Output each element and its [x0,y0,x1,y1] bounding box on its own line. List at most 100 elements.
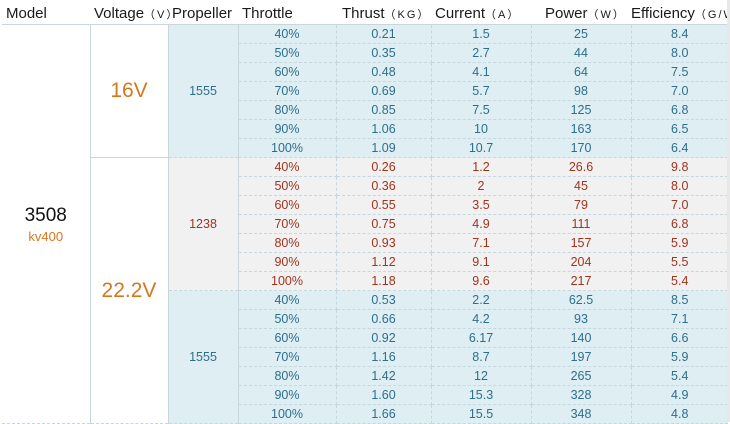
thrust-cell: 0.66 [336,309,432,329]
current-cell: 4.2 [431,309,532,329]
efficiency-cell: 8.0 [631,43,728,63]
header-thrust: Thrust（KG） [336,2,431,25]
efficiency-cell: 8.0 [631,176,728,196]
throttle-cell: 60% [238,195,337,215]
efficiency-cell: 7.0 [631,81,728,101]
thrust-cell: 1.60 [336,385,432,405]
current-cell: 3.5 [431,195,532,215]
thrust-cell: 1.09 [336,138,432,158]
throttle-cell: 60% [238,328,337,348]
throttle-cell: 100% [238,271,337,291]
current-cell: 4.9 [431,214,532,234]
efficiency-cell: 7.5 [631,62,728,82]
power-cell: 64 [531,62,632,82]
current-cell: 9.6 [431,271,532,291]
table-row: 70% 0.69 5.7 98 7.0 [2,81,728,101]
thrust-cell: 0.69 [336,81,432,101]
throttle-cell: 90% [238,385,337,405]
table-row: 70% 0.75 4.9 111 6.8 [2,214,728,234]
header-current: Current（A） [431,2,531,25]
model-name: 3508 [24,204,67,226]
throttle-cell: 90% [238,252,337,272]
header-efficiency: Efficiency（G/W） [631,2,730,25]
table-row: 100% 1.18 9.6 217 5.4 [2,271,728,291]
table-row: 80% 0.85 7.5 125 6.8 [2,100,728,120]
power-cell: 163 [531,119,632,139]
current-cell: 15.3 [431,385,532,405]
table-row: 60% 0.55 3.5 79 7.0 [2,195,728,215]
throttle-cell: 60% [238,62,337,82]
table-row: 100% 1.09 10.7 170 6.4 [2,138,728,158]
efficiency-cell: 8.5 [631,290,728,310]
current-cell: 2.7 [431,43,532,63]
current-cell: 8.7 [431,347,532,367]
power-cell: 62.5 [531,290,632,310]
scrollbar-edge [727,0,730,422]
power-cell: 45 [531,176,632,196]
efficiency-cell: 4.9 [631,385,728,405]
efficiency-cell: 5.4 [631,271,728,291]
propeller-cell: 1238 [168,157,239,291]
thrust-cell: 1.16 [336,347,432,367]
header-voltage: Voltage（V） [90,2,177,25]
efficiency-cell: 6.6 [631,328,728,348]
power-cell: 125 [531,100,632,120]
thrust-cell: 0.21 [336,24,432,44]
current-cell: 1.2 [431,157,532,177]
efficiency-cell: 4.8 [631,404,728,424]
throttle-cell: 80% [238,233,337,253]
efficiency-cell: 9.8 [631,157,728,177]
efficiency-cell: 6.8 [631,100,728,120]
throttle-cell: 80% [238,100,337,120]
thrust-cell: 0.26 [336,157,432,177]
current-cell: 9.1 [431,252,532,272]
thrust-cell: 1.06 [336,119,432,139]
thrust-cell: 0.75 [336,214,432,234]
throttle-cell: 70% [238,81,337,101]
thrust-cell: 1.66 [336,404,432,424]
throttle-cell: 80% [238,366,337,386]
table-row: 50% 0.35 2.7 44 8.0 [2,43,728,63]
power-cell: 348 [531,404,632,424]
model-cell: 3508 kv400 [2,24,91,424]
table-row: 80% 0.93 7.1 157 5.9 [2,233,728,253]
power-cell: 157 [531,233,632,253]
current-cell: 6.17 [431,328,532,348]
power-cell: 98 [531,81,632,101]
efficiency-cell: 6.5 [631,119,728,139]
throttle-cell: 100% [238,404,337,424]
efficiency-cell: 5.9 [631,233,728,253]
power-cell: 328 [531,385,632,405]
throttle-cell: 90% [238,119,337,139]
power-cell: 265 [531,366,632,386]
table-body: 3508 kv400 16V 1555 40% 0.21 1.5 25 8.4 50% 0.35 2.… [2,24,728,424]
throttle-cell: 50% [238,176,337,196]
power-cell: 93 [531,309,632,329]
throttle-cell: 40% [238,290,337,310]
power-cell: 111 [531,214,632,234]
model-kv: kv400 [28,228,64,244]
current-cell: 4.1 [431,62,532,82]
current-cell: 2.2 [431,290,532,310]
table-row: 90% 1.06 10 163 6.5 [2,119,728,139]
propeller-cell: 1555 [168,24,239,158]
power-cell: 204 [531,252,632,272]
current-cell: 10 [431,119,532,139]
efficiency-cell: 5.9 [631,347,728,367]
current-cell: 7.5 [431,100,532,120]
throttle-cell: 70% [238,214,337,234]
current-cell: 5.7 [431,81,532,101]
current-cell: 2 [431,176,532,196]
header-power: Power（W） [531,2,631,25]
power-cell: 197 [531,347,632,367]
efficiency-cell: 6.8 [631,214,728,234]
thrust-cell: 0.53 [336,290,432,310]
power-cell: 170 [531,138,632,158]
thrust-cell: 0.36 [336,176,432,196]
header-propeller: Propeller [168,2,238,25]
table-row: 90% 1.12 9.1 204 5.5 [2,252,728,272]
header-throttle: Throttle [238,2,336,25]
thrust-cell: 0.55 [336,195,432,215]
